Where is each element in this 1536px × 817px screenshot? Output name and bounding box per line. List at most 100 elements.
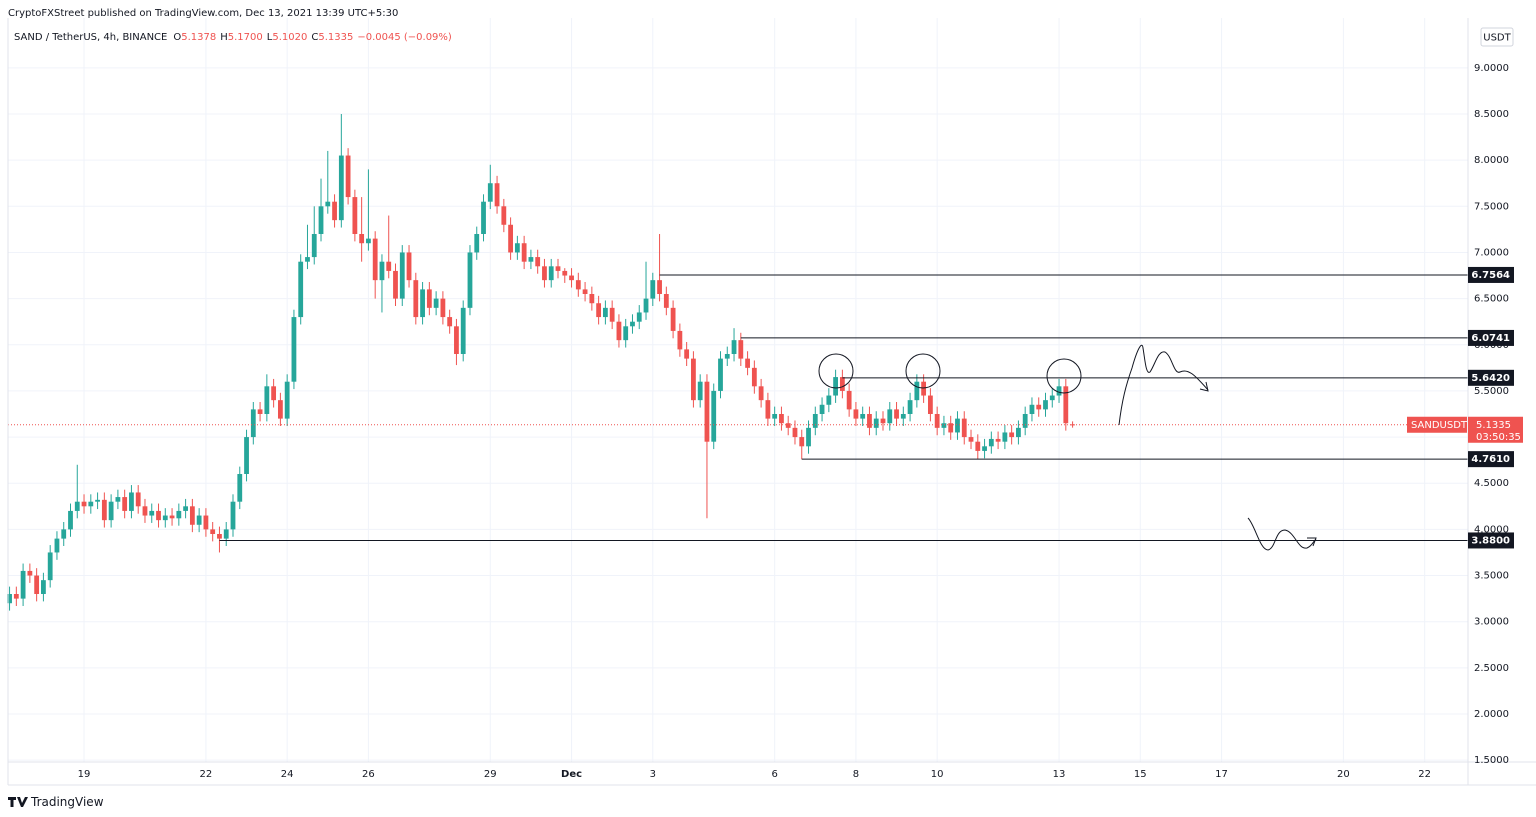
ohlc-value: 5.1700 — [228, 32, 263, 43]
x-tick-label: 22 — [200, 769, 213, 780]
candle-body — [460, 307, 466, 354]
candle-body — [352, 197, 358, 234]
candle-body — [975, 441, 981, 451]
candle-body — [277, 400, 283, 419]
y-tick-label: 8.5000 — [1474, 109, 1509, 120]
candle-body — [210, 529, 216, 534]
candle-body — [704, 381, 710, 442]
candle-body — [968, 437, 974, 442]
y-tick-label: 8.0000 — [1474, 155, 1509, 166]
candle-body — [237, 474, 243, 502]
candle-body — [562, 270, 568, 276]
x-tick-label: 22 — [1418, 769, 1431, 780]
candle-body — [454, 326, 459, 354]
x-tick-label: 8 — [853, 769, 859, 780]
candle-body — [338, 155, 344, 221]
candle-body — [745, 358, 750, 368]
candle-body — [548, 266, 554, 281]
x-tick-label: 13 — [1053, 769, 1066, 780]
circle-annotation — [905, 353, 941, 389]
candle-body — [596, 303, 602, 318]
candle-body — [677, 330, 683, 350]
candle-body — [440, 298, 446, 318]
candle-body — [887, 409, 893, 424]
candle-body — [927, 395, 933, 414]
candle-body — [372, 238, 378, 281]
candle-body — [623, 326, 629, 341]
last-price-countdown: 03:50:35 — [1476, 432, 1521, 443]
candle-body — [115, 497, 121, 502]
candle-body — [812, 414, 818, 428]
candle-body — [1056, 386, 1062, 396]
candle-body — [535, 257, 541, 267]
candle-body — [724, 354, 730, 359]
level-label: 3.8800 — [1471, 535, 1510, 546]
candle-body — [657, 280, 662, 294]
currency-badge[interactable] — [1480, 27, 1514, 47]
candle-body — [366, 238, 371, 244]
candle-body — [867, 414, 872, 428]
watermark: TradingView — [30, 795, 104, 809]
candle-body — [528, 257, 534, 262]
candle-body — [271, 386, 277, 401]
currency[interactable]: USDT — [1483, 33, 1511, 44]
candle-body — [697, 381, 703, 401]
candle-body — [311, 234, 317, 258]
candle-body — [873, 418, 879, 428]
change: −0.0045 (−0.09%) — [357, 32, 452, 43]
candle-body — [284, 381, 290, 419]
y-tick-label: 5.5000 — [1474, 386, 1509, 397]
logo-mark — [8, 797, 28, 807]
candle-body — [575, 280, 581, 290]
ohlc-value: 5.1020 — [272, 32, 307, 43]
candle-body — [47, 552, 53, 581]
x-tick-label: 10 — [931, 769, 944, 780]
candle-body — [636, 312, 642, 322]
candle-body — [839, 377, 845, 391]
candle-body — [54, 538, 60, 553]
y-tick-label: 4.5000 — [1474, 478, 1509, 489]
candle-body — [1043, 400, 1048, 410]
candle-body — [264, 386, 270, 414]
candle-body — [108, 501, 114, 521]
projection-path — [1118, 344, 1209, 426]
candle-body — [894, 409, 899, 419]
candle-body — [718, 358, 723, 391]
candle-body — [914, 381, 920, 401]
candle-body — [995, 438, 1001, 442]
candle-body — [291, 317, 297, 382]
candle-body — [433, 298, 439, 308]
candle-body — [921, 381, 927, 396]
candle-body — [74, 501, 80, 511]
candle-body — [751, 367, 757, 387]
candle-body — [467, 252, 473, 308]
last-price-value: 5.1335 — [1476, 420, 1511, 431]
candle-body — [691, 358, 696, 401]
candle-body — [169, 515, 175, 519]
candle-body — [806, 427, 811, 447]
candle-body — [156, 510, 161, 521]
candle-body — [230, 501, 236, 530]
candle-body — [785, 423, 791, 428]
candle-body — [609, 307, 615, 322]
level-badge — [1468, 451, 1514, 468]
candle-body — [630, 321, 635, 327]
candle-body — [359, 234, 365, 244]
candle-body — [142, 506, 148, 516]
candle-body — [1049, 395, 1055, 401]
level-badge — [1468, 329, 1514, 346]
x-tick-label: 15 — [1134, 769, 1147, 780]
candle-body — [183, 506, 188, 511]
candle-body — [514, 243, 520, 253]
circle-annotation — [818, 353, 854, 389]
candle-body — [738, 340, 744, 359]
y-tick-label: 2.5000 — [1474, 663, 1509, 674]
logo: TradingView — [8, 795, 104, 809]
candle-body — [129, 492, 134, 511]
candle-body — [1070, 424, 1075, 426]
y-tick-label: 1.5000 — [1474, 755, 1509, 766]
candle-body — [7, 594, 12, 604]
level-label: 6.7564 — [1471, 270, 1510, 281]
level-label: 4.7610 — [1471, 454, 1510, 465]
